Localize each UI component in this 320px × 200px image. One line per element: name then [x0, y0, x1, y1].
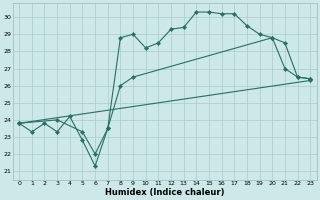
- X-axis label: Humidex (Indice chaleur): Humidex (Indice chaleur): [105, 188, 224, 197]
